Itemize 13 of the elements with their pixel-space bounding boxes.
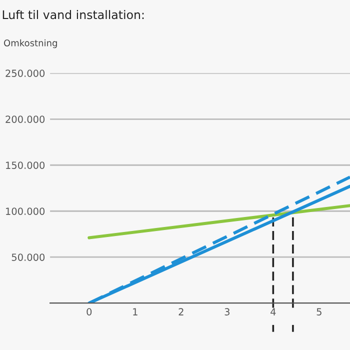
chart-title: Luft til vand installation: <box>2 10 144 20</box>
x-tick-label: 0 <box>86 308 92 316</box>
x-tick-label: 4 <box>270 308 276 316</box>
y-tick-label: 250.000 <box>6 70 45 77</box>
x-tick-label: 3 <box>224 308 230 316</box>
x-tick-label: 5 <box>316 308 322 316</box>
x-tick-label: 2 <box>178 308 184 316</box>
x-tick-label: 1 <box>133 308 138 316</box>
y-tick-label: 200.000 <box>6 116 45 123</box>
y-tick-label: 100.000 <box>6 208 45 215</box>
y-tick-label: 50.000 <box>12 254 45 261</box>
y-tick-label: 150.000 <box>6 162 45 169</box>
y-axis-title: Omkostning <box>4 39 57 48</box>
